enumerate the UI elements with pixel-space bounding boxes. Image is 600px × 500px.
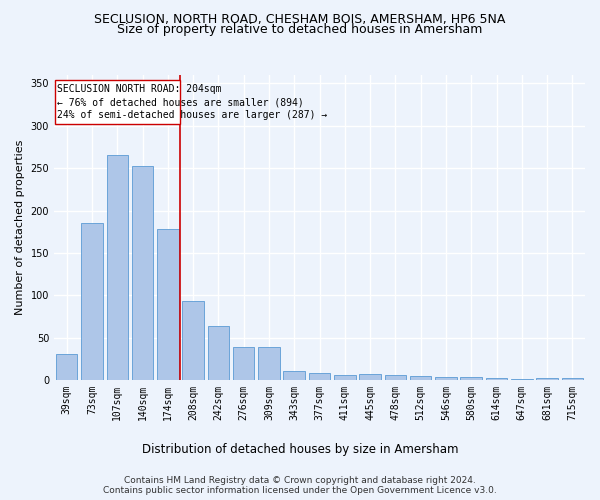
- Bar: [536, 378, 558, 380]
- Bar: [334, 375, 356, 380]
- Text: Size of property relative to detached houses in Amersham: Size of property relative to detached ho…: [118, 24, 482, 36]
- Bar: [511, 379, 533, 380]
- Bar: [359, 374, 381, 380]
- Bar: [233, 347, 254, 380]
- Bar: [410, 376, 431, 380]
- Bar: [486, 378, 507, 380]
- Bar: [309, 373, 330, 380]
- Bar: [562, 378, 583, 380]
- Bar: [435, 378, 457, 380]
- Bar: [460, 376, 482, 380]
- Bar: [208, 326, 229, 380]
- Bar: [132, 166, 153, 380]
- Bar: [258, 347, 280, 380]
- Bar: [157, 229, 179, 380]
- Bar: [81, 223, 103, 380]
- Bar: [385, 375, 406, 380]
- Bar: [182, 301, 204, 380]
- Text: SECLUSION NORTH ROAD: 204sqm: SECLUSION NORTH ROAD: 204sqm: [57, 84, 221, 94]
- Bar: [283, 370, 305, 380]
- Bar: [56, 354, 77, 380]
- Bar: [107, 156, 128, 380]
- Text: 24% of semi-detached houses are larger (287) →: 24% of semi-detached houses are larger (…: [57, 110, 328, 120]
- FancyBboxPatch shape: [55, 80, 180, 124]
- Text: Contains HM Land Registry data © Crown copyright and database right 2024.: Contains HM Land Registry data © Crown c…: [124, 476, 476, 485]
- Text: SECLUSION, NORTH ROAD, CHESHAM BOIS, AMERSHAM, HP6 5NA: SECLUSION, NORTH ROAD, CHESHAM BOIS, AME…: [94, 12, 506, 26]
- Text: Distribution of detached houses by size in Amersham: Distribution of detached houses by size …: [142, 442, 458, 456]
- Text: ← 76% of detached houses are smaller (894): ← 76% of detached houses are smaller (89…: [57, 97, 304, 107]
- Y-axis label: Number of detached properties: Number of detached properties: [15, 140, 25, 315]
- Text: Contains public sector information licensed under the Open Government Licence v3: Contains public sector information licen…: [103, 486, 497, 495]
